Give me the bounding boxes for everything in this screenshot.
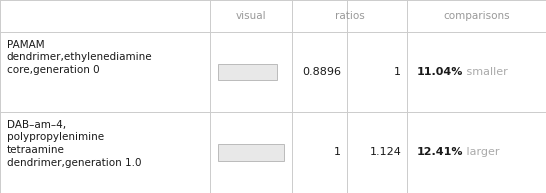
Text: ratios: ratios — [335, 11, 364, 21]
Text: PAMAM
dendrimer,ethylenediamine
core,generation 0: PAMAM dendrimer,ethylenediamine core,gen… — [7, 40, 152, 75]
Bar — [218, 64, 277, 80]
Bar — [218, 144, 284, 161]
Text: 0.8896: 0.8896 — [302, 67, 341, 77]
Text: DAB–am–4,
polypropylenimine
tetraamine
dendrimer,generation 1.0: DAB–am–4, polypropylenimine tetraamine d… — [7, 120, 141, 168]
Text: comparisons: comparisons — [443, 11, 510, 21]
Text: smaller: smaller — [463, 67, 508, 77]
Text: visual: visual — [236, 11, 266, 21]
Text: larger: larger — [463, 147, 500, 157]
Text: 12.41%: 12.41% — [417, 147, 463, 157]
Text: 11.04%: 11.04% — [417, 67, 463, 77]
Text: 1: 1 — [334, 147, 341, 157]
Text: 1: 1 — [394, 67, 401, 77]
Text: 1.124: 1.124 — [370, 147, 401, 157]
